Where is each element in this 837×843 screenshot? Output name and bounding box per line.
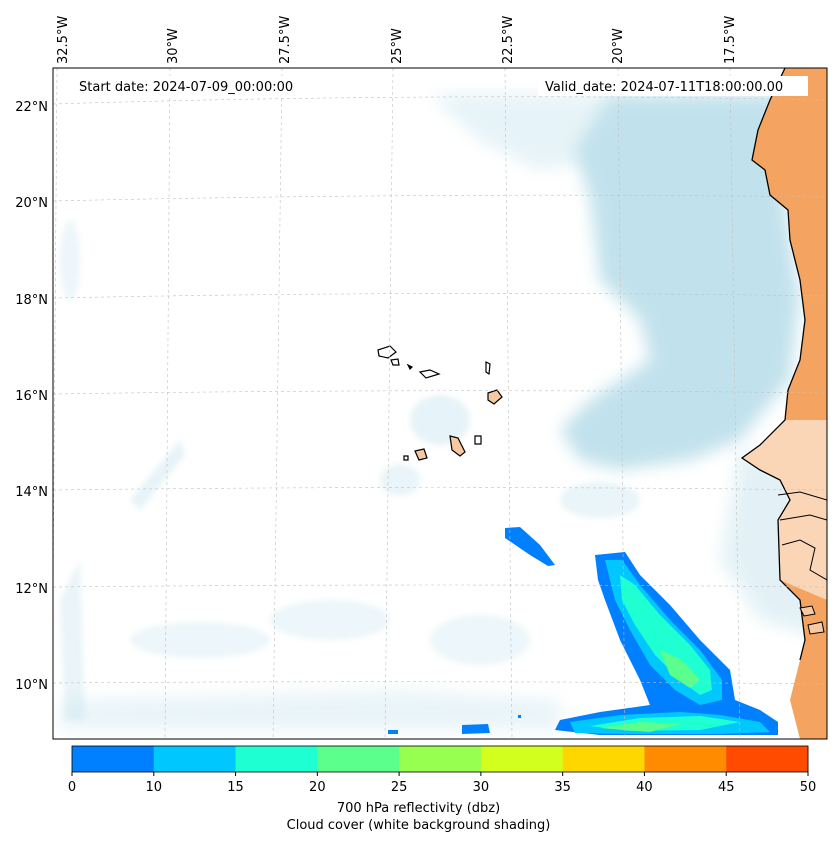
lat-label-18n: 18°N [15, 293, 48, 308]
cloud-cover-layer [60, 95, 827, 730]
cloud-patch-2 [380, 464, 420, 496]
lon-label-30w: 30°W [166, 28, 181, 64]
colorbar-segment [562, 746, 645, 772]
lat-label-14n: 14°N [15, 485, 48, 500]
island-sao-nicolau [418, 369, 441, 379]
island-fogo [414, 448, 428, 461]
reflectivity-core-north [620, 575, 712, 695]
reflectivity-core-high-2 [600, 722, 680, 732]
lon-label-17-5w: 17.5°W [723, 16, 738, 64]
reflectivity-layer [388, 527, 778, 735]
map-frame [52, 67, 828, 740]
colorbar-tick-label: 20 [309, 780, 326, 795]
cloud-streak-2 [60, 560, 85, 720]
reflectivity-cell-small [505, 527, 555, 566]
colorbar-tick-label: 40 [636, 780, 653, 795]
colorbar-tick-label: 10 [146, 780, 163, 795]
cloud-patch-3 [270, 600, 390, 640]
island-santiago [449, 435, 466, 457]
gambia-river [777, 491, 827, 501]
colorbar-tick-label: 35 [554, 780, 571, 795]
colorbar: 0 10 15 20 25 30 35 40 45 50 [68, 745, 817, 795]
island-santo-antao [377, 345, 397, 359]
colorbar-tick-label: 30 [473, 780, 490, 795]
land-layer [740, 68, 827, 739]
colorbar-segment [72, 746, 155, 772]
guinea-coast-detail [779, 514, 827, 581]
lon-label-20w: 20°W [611, 28, 626, 64]
island-boa-vista [487, 389, 503, 405]
lat-label-10n: 10°N [15, 678, 48, 693]
island-sao-vicente [390, 358, 400, 366]
colorbar-border [71, 745, 809, 773]
island-maio [474, 435, 482, 445]
colorbar-tick-label: 0 [68, 780, 76, 795]
cloud-patch-7 [60, 220, 80, 300]
islet-1 [406, 363, 414, 371]
reflectivity-core-high-1 [660, 650, 700, 688]
cloud-band-south [60, 690, 560, 730]
valid-date-box [538, 76, 808, 96]
colorbar-segment [235, 746, 318, 772]
valid-date-label: Valid_date: 2024-07-11T18:00:00.00 [545, 80, 783, 95]
cloud-patch-6 [560, 482, 640, 518]
africa-coastline [740, 68, 806, 661]
start-date-box [70, 76, 320, 96]
colorbar-segment [480, 746, 564, 772]
cloud-region-north [560, 95, 800, 470]
colorbar-segment [726, 746, 809, 772]
lat-label-22n: 22°N [15, 100, 48, 115]
latitude-labels: 22°N 20°N 18°N 16°N 14°N 12°N 10°N [15, 100, 48, 693]
reflectivity-speck-1 [388, 730, 398, 734]
lon-label-25w: 25°W [390, 28, 405, 64]
cloud-patch-4 [130, 622, 270, 658]
colorbar-segment [399, 746, 482, 772]
island-sal [485, 361, 491, 376]
cloud-streak-1 [130, 440, 185, 510]
cloud-patch-1 [410, 395, 470, 445]
lon-label-27-5w: 27.5°W [278, 16, 293, 64]
start-date-label: Start date: 2024-07-09_00:00:00 [79, 80, 293, 95]
cloud-region-ne [430, 95, 620, 170]
gridlines [53, 68, 827, 739]
colorbar-segment [317, 746, 400, 772]
colorbar-label-line2: Cloud cover (white background shading) [286, 818, 551, 833]
lon-label-22-5w: 22.5°W [501, 16, 516, 64]
island-brava [403, 455, 409, 461]
colorbar-segment [644, 746, 727, 772]
reflectivity-cell-west [462, 724, 490, 734]
lat-label-16n: 16°N [15, 389, 48, 404]
cape-verde-islands [377, 345, 503, 461]
colorbar-tick-label: 45 [718, 780, 735, 795]
colorbar-label-line1: 700 hPa reflectivity (dbz) [336, 801, 501, 816]
lat-label-12n: 12°N [15, 582, 48, 597]
colorbar-tick-label: 50 [800, 780, 817, 795]
colorbar-tick-label: 15 [227, 780, 244, 795]
cloud-patch-5 [430, 615, 530, 665]
reflectivity-speck-2 [518, 715, 521, 718]
longitude-labels: 32.5°W 30°W 27.5°W 25°W 22.5°W 20°W 17.5… [56, 16, 738, 64]
lon-label-32-5w: 32.5°W [56, 16, 71, 64]
colorbar-segment [153, 746, 237, 772]
lat-label-20n: 20°N [15, 196, 48, 211]
bijagos-islands [799, 605, 825, 635]
colorbar-tick-label: 25 [391, 780, 408, 795]
